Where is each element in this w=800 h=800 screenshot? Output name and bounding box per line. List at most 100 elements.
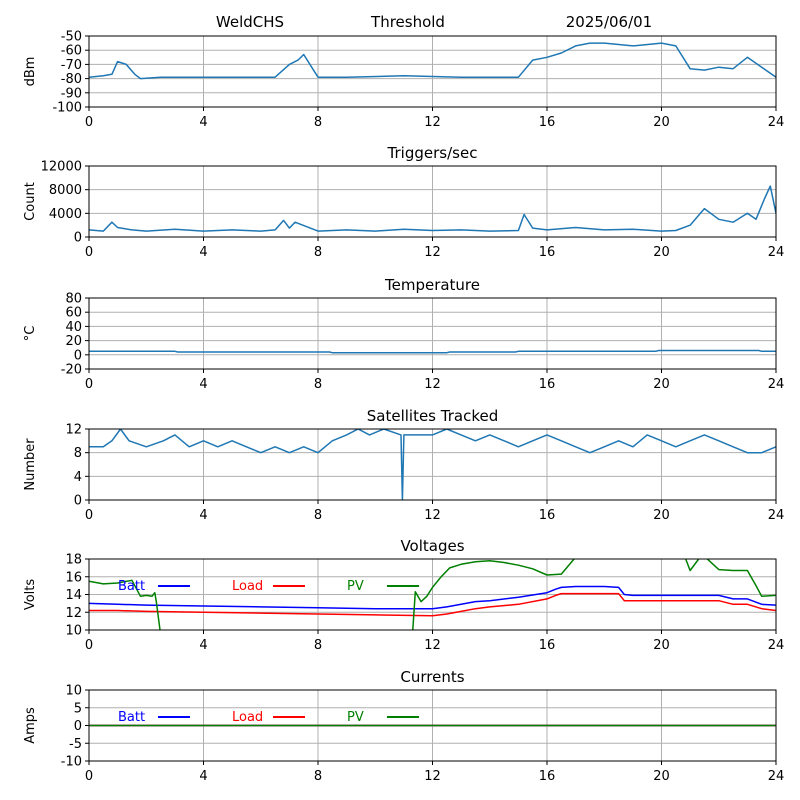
x-tick-label: 0 xyxy=(85,638,93,653)
x-tick-label: 4 xyxy=(199,638,207,653)
x-tick-label: 12 xyxy=(424,638,441,653)
y-tick-label: 4 xyxy=(74,470,82,485)
x-tick-label: 20 xyxy=(653,508,670,523)
y-tick-label: 12000 xyxy=(41,160,82,175)
x-tick-label: 24 xyxy=(768,638,785,653)
x-tick-label: 20 xyxy=(653,115,670,130)
y-axis-label: °C xyxy=(23,326,38,342)
x-tick-label: 12 xyxy=(424,769,441,784)
y-tick-label: 4000 xyxy=(49,207,82,222)
y-tick-label: 5 xyxy=(74,701,82,716)
legend-label: PV xyxy=(347,710,364,725)
header-date: 2025/06/01 xyxy=(566,13,652,31)
y-tick-label: 16 xyxy=(65,570,82,585)
x-tick-label: 24 xyxy=(768,769,785,784)
y-tick-label: 80 xyxy=(65,292,82,307)
y-axis-label: Count xyxy=(23,182,38,221)
series-line xyxy=(89,429,776,500)
y-tick-label: 18 xyxy=(65,553,82,568)
x-tick-label: 16 xyxy=(539,638,556,653)
x-tick-label: 0 xyxy=(85,769,93,784)
chart-title: Currents xyxy=(400,668,464,686)
x-tick-label: 24 xyxy=(768,377,785,392)
x-tick-label: 4 xyxy=(199,245,207,260)
x-tick-label: 16 xyxy=(539,769,556,784)
x-tick-label: 4 xyxy=(199,377,207,392)
y-axis-label: Number xyxy=(23,438,38,491)
y-tick-label: 14 xyxy=(65,588,82,603)
y-tick-label: -60 xyxy=(61,44,82,59)
chart-panel-6: 0 4 8 12 16 20 24 10 5 0 -5 -10 Currents Amps Batt Load… xyxy=(23,668,784,784)
x-tick-label: 8 xyxy=(314,769,322,784)
series-line-load xyxy=(89,592,776,617)
y-tick-label: -5 xyxy=(69,737,82,752)
header-station: WeldCHS xyxy=(216,13,284,31)
y-tick-label: 12 xyxy=(65,423,82,438)
series-line xyxy=(89,42,776,80)
header-threshold: Threshold xyxy=(370,13,445,31)
y-tick-label: -100 xyxy=(52,101,82,116)
y-tick-label: -20 xyxy=(61,363,82,378)
chart-title: Satellites Tracked xyxy=(367,407,498,425)
x-tick-label: 8 xyxy=(314,377,322,392)
y-tick-label: 40 xyxy=(65,320,82,335)
legend-label: Load xyxy=(232,579,263,594)
legend-label: Batt xyxy=(118,579,145,594)
x-tick-label: 8 xyxy=(314,508,322,523)
y-tick-label: 8000 xyxy=(49,183,82,198)
x-tick-label: 0 xyxy=(85,377,93,392)
y-tick-label: 0 xyxy=(74,494,82,509)
y-tick-label: -80 xyxy=(61,72,82,87)
x-tick-label: 16 xyxy=(539,377,556,392)
y-tick-label: 60 xyxy=(65,306,82,321)
series-line-batt xyxy=(89,585,776,610)
legend-label: Load xyxy=(232,710,263,725)
x-tick-label: 0 xyxy=(85,115,93,130)
x-tick-label: 24 xyxy=(768,508,785,523)
series-line-pv xyxy=(89,559,776,630)
x-tick-label: 24 xyxy=(768,245,785,260)
x-tick-label: 0 xyxy=(85,245,93,260)
legend-label: PV xyxy=(347,579,364,594)
x-tick-label: 16 xyxy=(539,508,556,523)
x-tick-label: 20 xyxy=(653,377,670,392)
y-tick-label: -50 xyxy=(61,30,82,45)
chart-title: Triggers/sec xyxy=(387,144,478,162)
y-axis-label: Volts xyxy=(23,579,38,611)
y-tick-label: -10 xyxy=(61,755,82,770)
y-tick-label: 20 xyxy=(65,334,82,349)
y-tick-label: -90 xyxy=(61,86,82,101)
x-tick-label: 0 xyxy=(85,508,93,523)
y-axis-label: Amps xyxy=(23,707,38,744)
y-tick-label: 12 xyxy=(65,606,82,621)
x-tick-label: 4 xyxy=(199,115,207,130)
y-tick-label: -70 xyxy=(61,58,82,73)
x-tick-label: 20 xyxy=(653,245,670,260)
y-tick-label: 0 xyxy=(74,231,82,246)
x-tick-label: 20 xyxy=(653,638,670,653)
x-tick-label: 12 xyxy=(424,245,441,260)
y-axis-label: dBm xyxy=(23,57,38,87)
chart-panel-4: 0 4 8 12 16 20 24 12 8 4 0 Satellites Tracked Number xyxy=(23,407,784,523)
chart-title: Temperature xyxy=(384,276,480,294)
chart-panel-1: 0 4 8 12 16 20 24 -50-60-70-80-90-100 dBm xyxy=(23,30,784,131)
x-tick-label: 16 xyxy=(539,115,556,130)
x-tick-label: 20 xyxy=(653,769,670,784)
x-tick-label: 24 xyxy=(768,115,785,130)
x-tick-label: 8 xyxy=(314,638,322,653)
chart-panel-2: 0 4 8 12 16 20 24 12000 8000 4000 0 Triggers/sec Cou… xyxy=(23,144,784,260)
chart-panel-5: 0 4 8 12 16 20 24 18 16 14 12 10 Voltages Volts Batt Lo… xyxy=(23,537,784,653)
x-tick-label: 12 xyxy=(424,377,441,392)
x-tick-label: 8 xyxy=(314,245,322,260)
x-tick-label: 8 xyxy=(314,115,322,130)
legend-label: Batt xyxy=(118,710,145,725)
y-tick-label: 0 xyxy=(74,348,82,363)
x-tick-label: 16 xyxy=(539,245,556,260)
y-tick-label: 8 xyxy=(74,446,82,461)
x-tick-label: 12 xyxy=(424,115,441,130)
series-line xyxy=(89,185,776,232)
x-tick-label: 12 xyxy=(424,508,441,523)
